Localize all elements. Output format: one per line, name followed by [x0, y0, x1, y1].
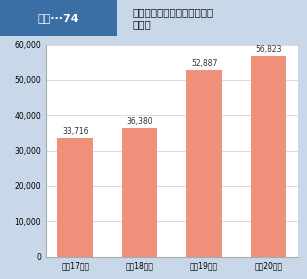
Bar	[122, 128, 157, 257]
Bar	[57, 138, 93, 257]
Bar	[186, 70, 222, 257]
Text: 33,716: 33,716	[62, 127, 88, 136]
Bar	[251, 56, 286, 257]
Text: おやこの食育教室の受講者数
の推移: おやこの食育教室の受講者数 の推移	[132, 7, 213, 29]
Text: 36,380: 36,380	[126, 117, 153, 126]
Text: 図表···74: 図表···74	[37, 13, 79, 23]
Text: 52,887: 52,887	[191, 59, 217, 68]
FancyBboxPatch shape	[0, 0, 117, 36]
Text: 56,823: 56,823	[255, 45, 282, 54]
